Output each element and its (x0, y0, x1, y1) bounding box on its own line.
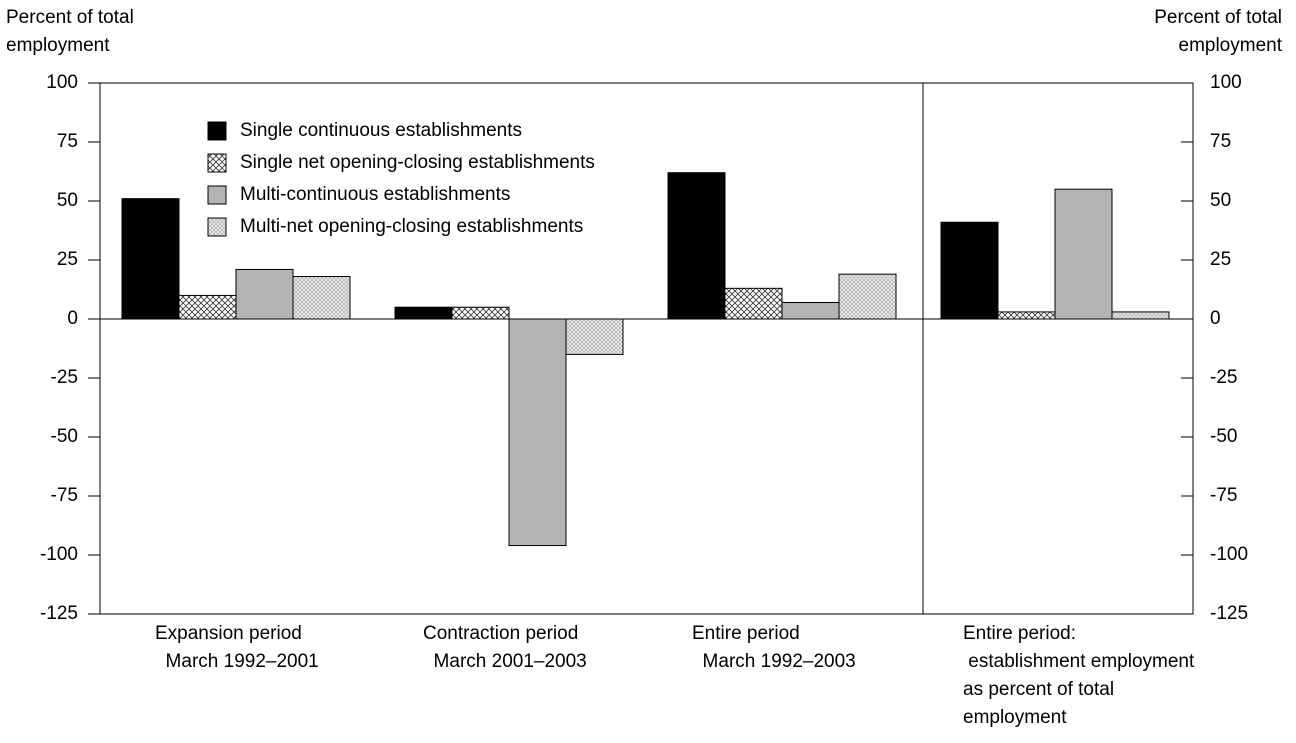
y2-tick-label: -75 (1210, 485, 1237, 506)
y-tick-label: -25 (51, 367, 78, 388)
y2-tick-label: -50 (1210, 426, 1237, 447)
legend-label: Multi-net opening-closing establishments (240, 216, 583, 237)
plot-frame (99, 82, 1194, 615)
x-tick-label: Entire period March 1992–2003 (692, 623, 856, 672)
y-tick-label: 75 (57, 131, 78, 152)
legend-swatch (207, 121, 227, 141)
legend-label: Single continuous establishments (240, 120, 522, 141)
bar (997, 311, 1056, 320)
bar (724, 287, 783, 320)
y-tick-label: -50 (51, 426, 78, 447)
y-tick-label: 25 (57, 249, 78, 270)
bar (1111, 311, 1170, 320)
y-tick-label: 50 (57, 190, 78, 211)
legend-swatch (207, 153, 227, 173)
y2-tick-label: -100 (1210, 544, 1248, 565)
bar (1054, 188, 1113, 320)
bar (394, 306, 453, 320)
legend-swatch (207, 185, 227, 205)
y2-tick-label: -125 (1210, 603, 1248, 624)
bar (235, 268, 294, 320)
y-tick-label: -125 (40, 603, 78, 624)
legend-label: Single net opening-closing establishment… (240, 152, 595, 173)
bar (121, 198, 180, 320)
x-tick-label: Contraction period March 2001–2003 (423, 623, 587, 672)
y2-tick-label: 75 (1210, 131, 1231, 152)
y-tick-label: -75 (51, 485, 78, 506)
y-axis-title: Percent of total employment (6, 7, 134, 56)
y2-tick-label: 0 (1210, 308, 1221, 329)
bar (292, 276, 351, 320)
y2-axis-title: Percent of total employment (1154, 7, 1283, 56)
legend-label: Multi-continuous establishments (240, 184, 510, 205)
bar (178, 294, 237, 320)
x-tick-label: Entire period: establishment employment a… (963, 623, 1195, 728)
y-tick-label: -100 (40, 544, 78, 565)
y2-tick-label: 50 (1210, 190, 1231, 211)
y2-tick-label: 100 (1210, 72, 1242, 93)
bar (838, 273, 897, 320)
y-tick-label: 100 (46, 72, 78, 93)
x-tick-label: Expansion period March 1992–2001 (155, 623, 319, 672)
bar (451, 306, 510, 320)
y2-tick-label: -25 (1210, 367, 1237, 388)
bar (508, 318, 567, 547)
bar (565, 318, 624, 355)
y2-tick-label: 25 (1210, 249, 1231, 270)
y-tick-label: 0 (67, 308, 78, 329)
legend-swatch (207, 217, 227, 237)
bar (940, 221, 999, 320)
bar (781, 301, 840, 320)
bar (667, 172, 726, 320)
